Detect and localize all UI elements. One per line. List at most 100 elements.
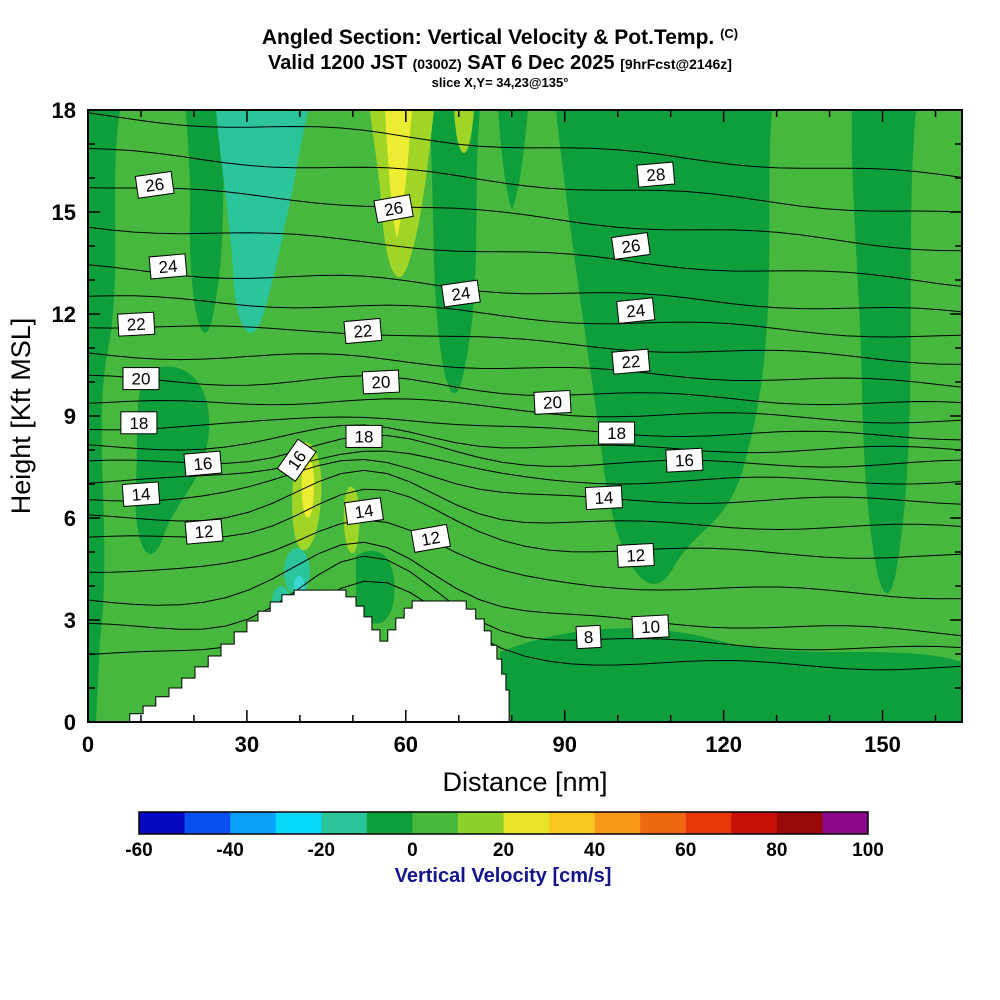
- colorbar-segment: [776, 812, 823, 834]
- downdraft-region: [851, 110, 916, 594]
- isentrope-label: 26: [134, 170, 175, 199]
- valid-time: Valid 1200 JST: [268, 52, 408, 74]
- isentrope-label-box: [410, 523, 451, 553]
- y-axis-label: Height [Kft MSL]: [6, 318, 36, 515]
- colorbar-segment: [366, 812, 413, 834]
- isentrope-label: 26: [373, 194, 414, 224]
- isentrope-label: 20: [122, 367, 160, 391]
- colorbar-tick-label: 60: [675, 840, 696, 861]
- chart-title-line: Angled Section: Vertical Velocity & Pot.…: [0, 26, 1000, 50]
- colorbar-tick-label: -60: [125, 840, 152, 861]
- isentrope-label: 12: [184, 518, 224, 545]
- isentrope-line-25: [88, 226, 962, 287]
- isentrope-line-27: [88, 148, 962, 213]
- fill-regions: [88, 110, 962, 722]
- isentrope-label-text: 22: [353, 321, 374, 342]
- isentrope-label: 22: [343, 317, 383, 345]
- isentrope-label-box: [345, 424, 383, 448]
- isentrope-line-9: [88, 555, 962, 651]
- isentrope-label: 24: [440, 279, 481, 308]
- isentrope-label-box: [611, 348, 651, 375]
- isentrope-label-box: [440, 279, 481, 308]
- isentrope-line-17: [88, 424, 962, 454]
- slice-info: slice X,Y= 34,23@135°: [431, 75, 569, 90]
- downdraft-cyan-spot: [294, 576, 304, 594]
- forecast-info: [9hrFcst@2146z]: [620, 56, 732, 72]
- isentrope-label: 14: [121, 481, 161, 507]
- isentrope-label-box: [610, 232, 651, 260]
- isentrope-label-text: 22: [126, 315, 146, 335]
- downdraft-region: [498, 110, 528, 210]
- colorbar: -60 -40 -20 0 20 40 60 80 100: [125, 811, 884, 861]
- chart-title-unit: (C): [720, 26, 739, 41]
- isentrope-line-28: [88, 112, 962, 178]
- isentrope-label-text: 24: [625, 301, 646, 322]
- isentrope-label-box: [122, 367, 160, 391]
- isentrope-label: 26: [610, 232, 651, 260]
- isentrope-line-13: [88, 469, 962, 531]
- downdraft-region: [430, 110, 480, 394]
- isentrope-label: 10: [631, 614, 670, 640]
- colorbar-frame: [138, 811, 869, 835]
- isentrope-line-19: [88, 398, 962, 424]
- isentrope-label-text: 26: [383, 198, 405, 220]
- isentrope-label: 18: [345, 424, 383, 448]
- y-tick-label: 6: [64, 506, 76, 531]
- colorbar-segment: [275, 812, 322, 834]
- chart-title: Angled Section: Vertical Velocity & Pot.…: [261, 26, 715, 49]
- isentrope-line-22: [88, 325, 962, 365]
- colorbar-tick-label: 100: [852, 840, 884, 861]
- isentrope-label-box: [665, 447, 704, 473]
- isentrope-label-text: 20: [371, 373, 391, 393]
- updraft-core: [385, 110, 412, 238]
- isentrope-label: 14: [584, 485, 623, 511]
- isentrope-label-text: 16: [674, 451, 694, 471]
- isentrope-label: 24: [148, 253, 188, 280]
- valid-time-z: (0300Z): [412, 56, 462, 72]
- isentrope-label: 12: [410, 523, 451, 553]
- colorbar-tick-label: -20: [308, 840, 335, 861]
- isentrope-line-20: [88, 374, 962, 406]
- updraft-core: [301, 457, 315, 518]
- isentrope-label-text: 20: [132, 370, 151, 389]
- isentrope-label-box: [344, 497, 384, 526]
- isentrope-line-26: [88, 187, 962, 252]
- isentrope-label-box: [183, 450, 223, 477]
- isentrope-label-box: [184, 518, 224, 545]
- isentrope-label-box: [148, 253, 188, 280]
- isentrope-line-18: [88, 416, 962, 441]
- colorbar-tick-label: 20: [493, 840, 514, 861]
- isentrope-label-text: 26: [620, 236, 641, 257]
- x-tick-label: 60: [394, 732, 418, 757]
- colorbar-segment: [412, 812, 459, 834]
- x-tick-label: 0: [82, 732, 94, 757]
- y-tick-label: 12: [52, 302, 76, 327]
- isentrope-label-box: [276, 438, 317, 482]
- colorbar-segment: [230, 812, 277, 834]
- isentrope-label-text: 14: [353, 501, 374, 522]
- y-tick-label: 18: [52, 98, 76, 123]
- isentrope-labels: 26 24 22 20 18 16 14 12 26 24 22 20 18 16 14 12 28 26 24 22…: [117, 161, 704, 650]
- x-tick-label: 90: [552, 732, 576, 757]
- y-tick-label: 0: [64, 710, 76, 735]
- isentrope-label: 18: [120, 411, 158, 435]
- isentrope-label: 18: [598, 421, 636, 445]
- isentrope-label-text: 16: [193, 454, 214, 475]
- isentrope-label: 24: [616, 297, 656, 324]
- isentrope-label-text: 26: [144, 175, 165, 196]
- isentrope-label: 22: [611, 348, 651, 375]
- downdraft-region: [500, 628, 962, 722]
- colorbar-tick-label: 40: [584, 840, 605, 861]
- isentrope-label-box: [598, 421, 636, 445]
- isentrope-label-box: [631, 614, 670, 640]
- colorbar-segment: [685, 812, 732, 834]
- isentrope-label-box: [373, 194, 414, 224]
- isentrope-label-text: 24: [450, 283, 471, 304]
- isentrope-lines: [88, 112, 962, 671]
- updraft-strong-regions: [301, 110, 412, 518]
- isentrope-label-text: 12: [420, 528, 442, 550]
- isentrope-label-box: [616, 297, 656, 324]
- isentrope-label: 22: [117, 311, 156, 337]
- colorbar-segment: [549, 812, 596, 834]
